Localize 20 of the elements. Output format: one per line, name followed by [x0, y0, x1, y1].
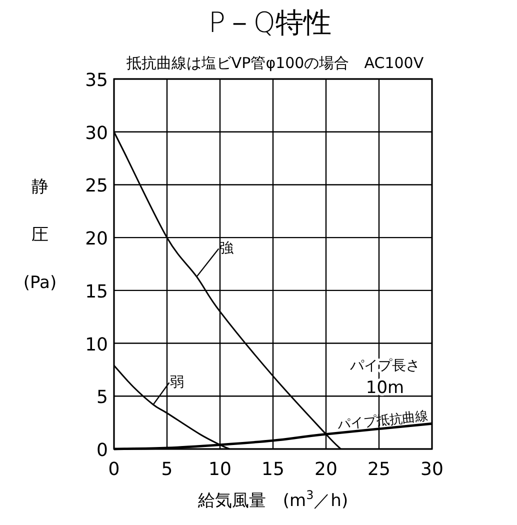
x-tick-label: 20 — [314, 459, 338, 480]
chart-title: P－Q特性 — [208, 6, 332, 39]
y-tick-label: 30 — [85, 122, 108, 144]
x-tick-label: 25 — [368, 459, 390, 480]
y-tick-label: 20 — [85, 228, 108, 250]
text: 強 — [220, 240, 234, 257]
y-tick-label: 35 — [85, 70, 108, 91]
x-tick-label: 5 — [161, 459, 173, 480]
x-axis-title: 給気風量 (m$^{3}$／h) — [196, 488, 348, 511]
y-tick-label: 0 — [96, 440, 108, 461]
y-tick-label: 5 — [96, 387, 108, 408]
y-tick-label: 10 — [85, 334, 108, 356]
y-tick-label: 25 — [85, 176, 108, 197]
x-tick-label: 10 — [208, 459, 232, 480]
x-tick-label: 15 — [262, 459, 284, 480]
series-label: 弱 — [170, 374, 184, 391]
x-tick-label: 30 — [420, 459, 444, 480]
text: 静圧(Pa) — [23, 177, 57, 293]
chart-subtitle: 抵抗曲線は塩ビVP管φ100の場合 AC100V — [125, 54, 424, 72]
y-tick-label: 15 — [85, 281, 108, 302]
